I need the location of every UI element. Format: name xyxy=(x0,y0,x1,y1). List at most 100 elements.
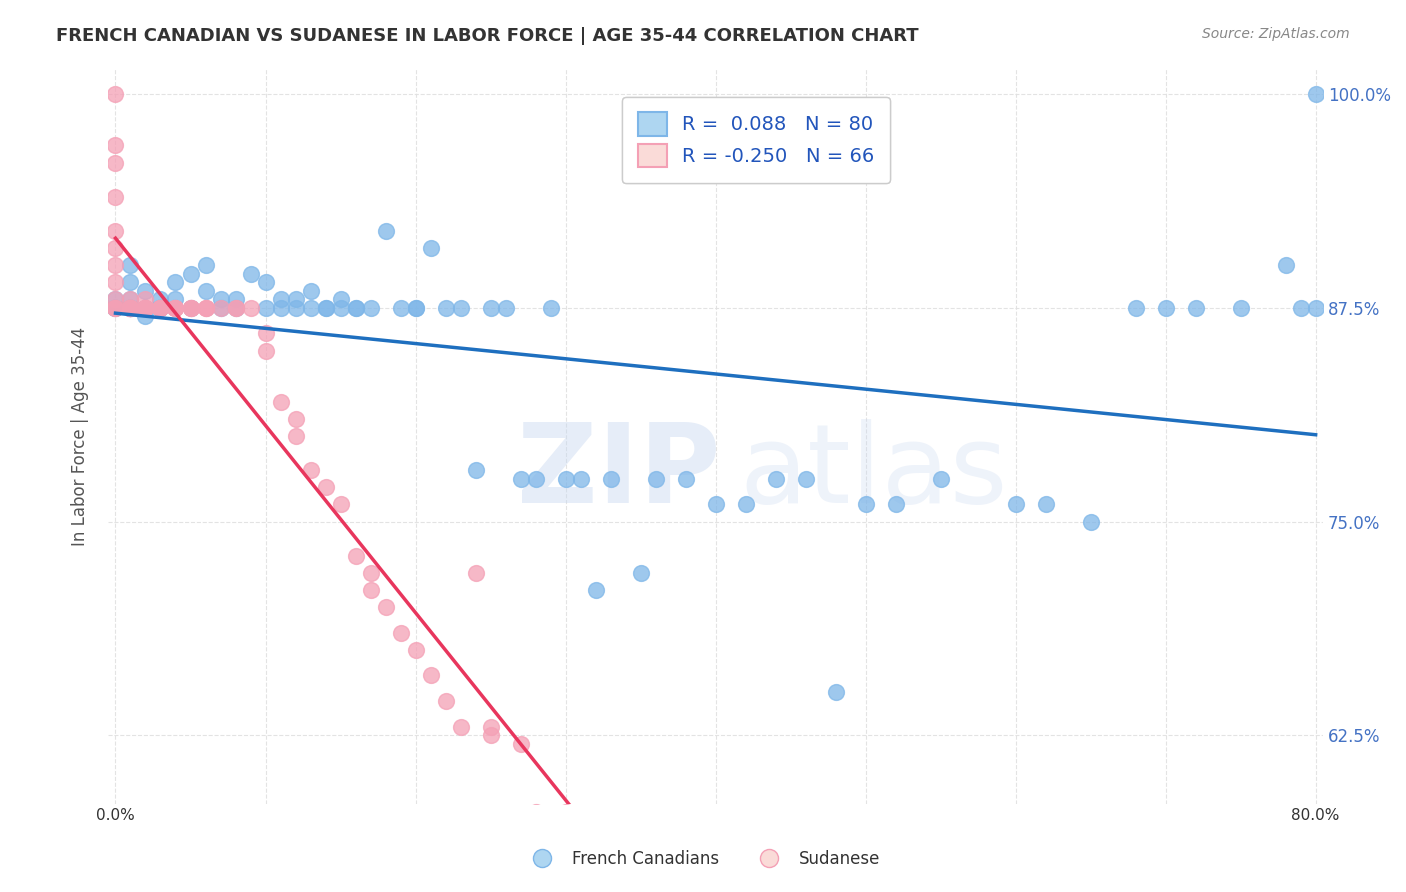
Text: FRENCH CANADIAN VS SUDANESE IN LABOR FORCE | AGE 35-44 CORRELATION CHART: FRENCH CANADIAN VS SUDANESE IN LABOR FOR… xyxy=(56,27,920,45)
Point xyxy=(1274,258,1296,272)
Point xyxy=(509,472,531,486)
Point xyxy=(149,301,172,315)
Point xyxy=(585,822,607,837)
Point xyxy=(209,301,232,315)
Point xyxy=(599,472,621,486)
Point xyxy=(315,301,337,315)
Point xyxy=(554,472,576,486)
Point xyxy=(329,301,352,315)
Point xyxy=(824,685,846,699)
Point xyxy=(270,293,292,307)
Point xyxy=(104,241,127,255)
Point xyxy=(254,343,277,358)
Point xyxy=(104,224,127,238)
Point xyxy=(479,728,502,742)
Point xyxy=(104,87,127,102)
Point xyxy=(149,293,172,307)
Point xyxy=(134,301,156,315)
Point xyxy=(524,805,547,820)
Point xyxy=(1125,301,1147,315)
Point xyxy=(374,224,396,238)
Point xyxy=(270,395,292,409)
Point xyxy=(315,301,337,315)
Point xyxy=(495,301,517,315)
Point xyxy=(299,301,322,315)
Point xyxy=(134,284,156,298)
Y-axis label: In Labor Force | Age 35-44: In Labor Force | Age 35-44 xyxy=(72,326,89,546)
Point xyxy=(134,301,156,315)
Point xyxy=(450,301,472,315)
Point xyxy=(149,301,172,315)
Point xyxy=(179,301,201,315)
Point xyxy=(194,301,217,315)
Legend: French Canadians, Sudanese: French Canadians, Sudanese xyxy=(519,844,887,875)
Point xyxy=(704,498,727,512)
Point xyxy=(569,472,592,486)
Point xyxy=(344,301,367,315)
Point xyxy=(389,625,412,640)
Point xyxy=(360,582,382,597)
Point xyxy=(225,301,247,315)
Point xyxy=(1080,515,1102,529)
Point xyxy=(675,472,697,486)
Point xyxy=(134,310,156,324)
Point xyxy=(315,480,337,494)
Point xyxy=(104,293,127,307)
Point xyxy=(179,301,201,315)
Point xyxy=(299,284,322,298)
Point xyxy=(134,301,156,315)
Point xyxy=(450,720,472,734)
Point xyxy=(254,326,277,341)
Point xyxy=(134,301,156,315)
Point xyxy=(134,301,156,315)
Point xyxy=(794,472,817,486)
Point xyxy=(149,301,172,315)
Point xyxy=(524,472,547,486)
Point xyxy=(104,190,127,204)
Point xyxy=(134,293,156,307)
Point xyxy=(120,301,142,315)
Point xyxy=(270,301,292,315)
Point xyxy=(149,301,172,315)
Point xyxy=(120,258,142,272)
Point xyxy=(419,668,441,682)
Point xyxy=(1305,301,1327,315)
Point xyxy=(405,642,427,657)
Point xyxy=(585,582,607,597)
Point xyxy=(630,566,652,580)
Point xyxy=(194,284,217,298)
Point xyxy=(165,301,187,315)
Point xyxy=(329,293,352,307)
Point xyxy=(284,429,307,443)
Point xyxy=(284,301,307,315)
Point xyxy=(855,498,877,512)
Point xyxy=(239,267,262,281)
Point xyxy=(120,301,142,315)
Point xyxy=(405,301,427,315)
Point xyxy=(239,301,262,315)
Point xyxy=(104,301,127,315)
Point xyxy=(434,301,457,315)
Point xyxy=(419,241,441,255)
Point xyxy=(1154,301,1177,315)
Point xyxy=(464,566,486,580)
Point xyxy=(104,258,127,272)
Point xyxy=(179,301,201,315)
Point xyxy=(1184,301,1206,315)
Point xyxy=(120,275,142,289)
Point xyxy=(149,301,172,315)
Point xyxy=(209,293,232,307)
Point xyxy=(765,472,787,486)
Point xyxy=(254,301,277,315)
Point xyxy=(165,301,187,315)
Point xyxy=(120,301,142,315)
Point xyxy=(120,301,142,315)
Point xyxy=(929,472,952,486)
Point xyxy=(225,301,247,315)
Point xyxy=(209,301,232,315)
Point xyxy=(644,472,666,486)
Point xyxy=(179,267,201,281)
Point xyxy=(554,805,576,820)
Point xyxy=(509,737,531,751)
Point xyxy=(104,301,127,315)
